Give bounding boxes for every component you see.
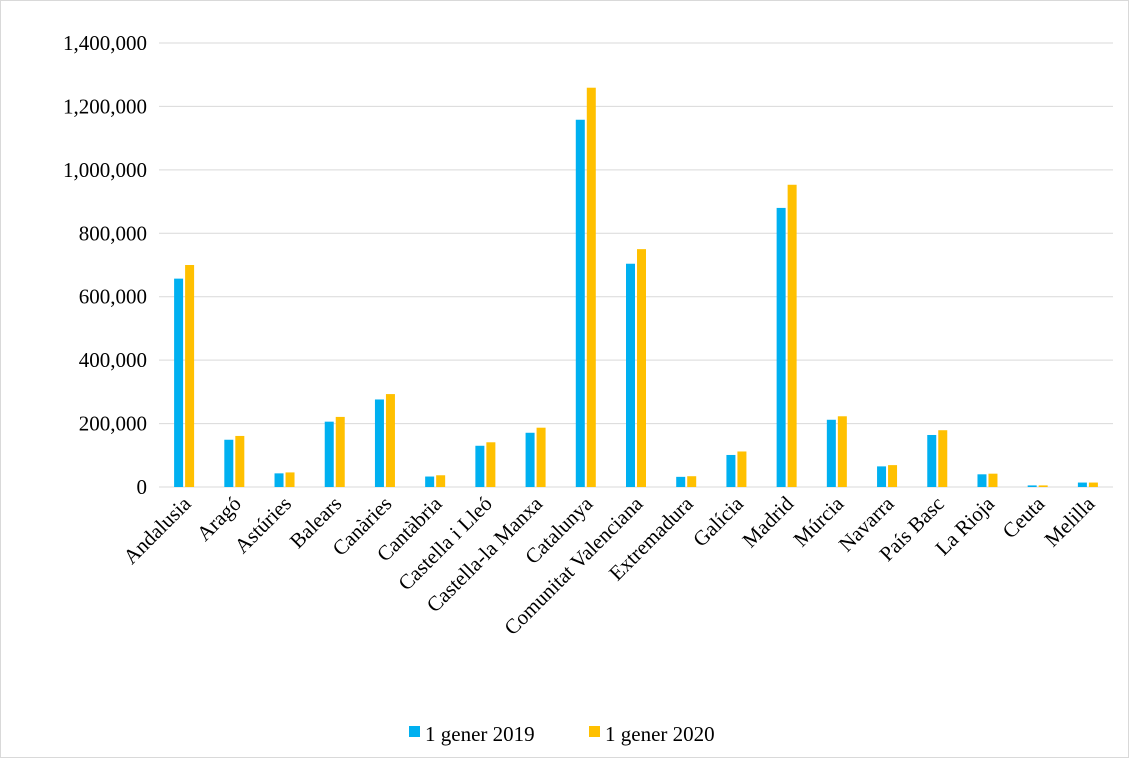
y-tick-label: 1,000,000 [63,158,147,182]
bar [927,434,937,487]
y-tick-label: 1,200,000 [63,94,147,118]
bar [1088,482,1098,487]
legend-entry: 1 gener 2019 [425,722,535,746]
bar [575,119,585,488]
y-axis-ticks: 0 200,000 400,000 600,000 800,000 1,000,000 1,… [63,31,147,499]
bar [826,419,836,487]
bar [475,445,485,487]
bar [1027,485,1037,487]
bar [235,435,245,487]
bar [676,476,686,487]
bar [425,476,435,487]
bar [185,265,195,487]
x-category-label: Melilla [1040,491,1100,551]
x-axis-labels: AndalusiaAragóAstúriesBalearsCanàriesCan… [118,491,1099,640]
bar [536,427,546,487]
x-category-label: Astúries [230,492,296,558]
bar [977,474,987,487]
y-tick-label: 800,000 [79,221,147,245]
gridlines [159,42,1113,488]
bar [285,472,295,487]
bar [525,432,535,487]
bar [626,263,635,487]
bar [1038,485,1048,487]
bar [335,416,345,487]
bar [436,475,446,487]
bar [174,278,184,487]
y-tick-label: 400,000 [79,348,147,372]
bar [776,207,786,487]
y-tick-label: 600,000 [79,285,147,309]
bar [988,473,998,487]
x-category-label: Andalusia [118,491,196,569]
bar [687,476,697,487]
bar [837,416,847,487]
bar [877,466,887,487]
bar [637,249,646,487]
y-tick-label: 0 [137,475,148,499]
bar [737,451,747,487]
bar [938,430,948,487]
bar [374,399,384,487]
x-category-label: Galícia [688,491,748,551]
bar [324,421,334,487]
bar [224,439,234,487]
legend-entry: 1 gener 2020 [605,722,715,746]
bar [1077,482,1087,487]
bar [888,465,898,487]
y-tick-label: 1,400,000 [63,31,147,55]
bar [385,394,395,487]
bar [726,454,736,487]
bars [174,87,1098,488]
bar [274,473,284,487]
y-tick-label: 200,000 [79,412,147,436]
bar [486,442,496,487]
legend-swatch [409,726,420,737]
legend: 1 gener 2019 1 gener 2020 [409,722,715,746]
bar [586,87,596,488]
x-category-label: Madrid [737,491,798,552]
bar [787,184,797,487]
legend-swatch [589,726,600,737]
